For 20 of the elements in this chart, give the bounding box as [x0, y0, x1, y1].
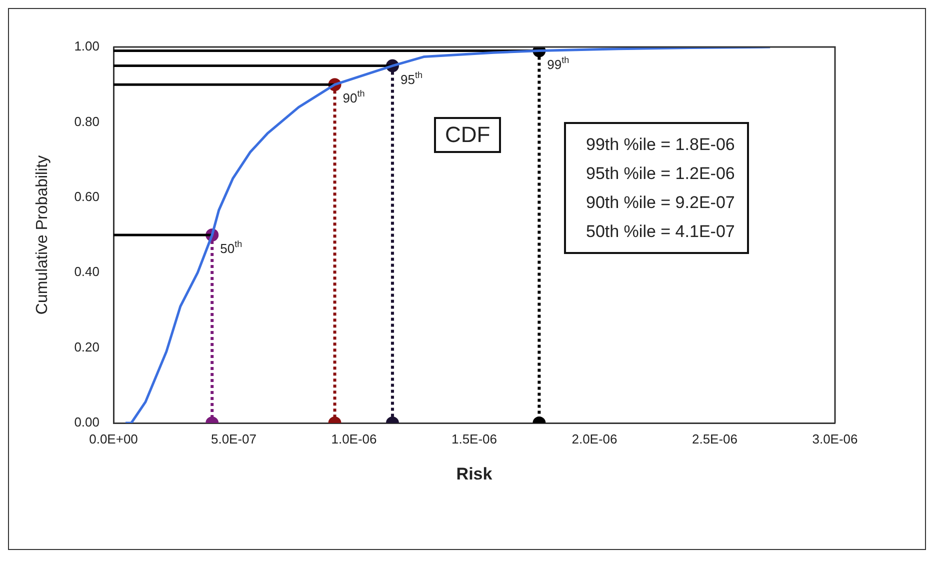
annotation: 90th %ile = 9.2E-07: [586, 192, 735, 214]
x-axis-title: Risk: [456, 464, 493, 484]
y-tick-label: 0.20: [74, 339, 100, 354]
y-tick-label: 0.40: [74, 264, 100, 280]
y-tick-label: 1.00: [74, 38, 100, 54]
x-tick-label: 0.0E+00: [89, 431, 138, 446]
x-tick-label: 3.0E-06: [812, 431, 858, 446]
annotation: 50th %ile = 4.1E-07: [586, 221, 735, 243]
y-tick-label: 0.00: [74, 414, 100, 430]
x-tick-label: 1.5E-06: [451, 431, 498, 446]
x-tick-label: 2.5E-06: [692, 431, 738, 446]
x-tick-label: 1.0E-06: [331, 431, 377, 446]
y-tick-label: 0.80: [74, 114, 100, 129]
annotation: CDF: [434, 117, 502, 153]
x-tick-label: 2.0E-06: [572, 431, 618, 446]
annotation: 99th %ile = 1.8E-06: [586, 134, 735, 156]
x-tick-label: 5.0E-07: [210, 431, 257, 446]
y-tick-label: 0.60: [74, 188, 100, 204]
annotation: 95th %ile = 1.2E-06: [586, 163, 735, 185]
y-axis-title: Cumulative Probability: [34, 155, 52, 315]
